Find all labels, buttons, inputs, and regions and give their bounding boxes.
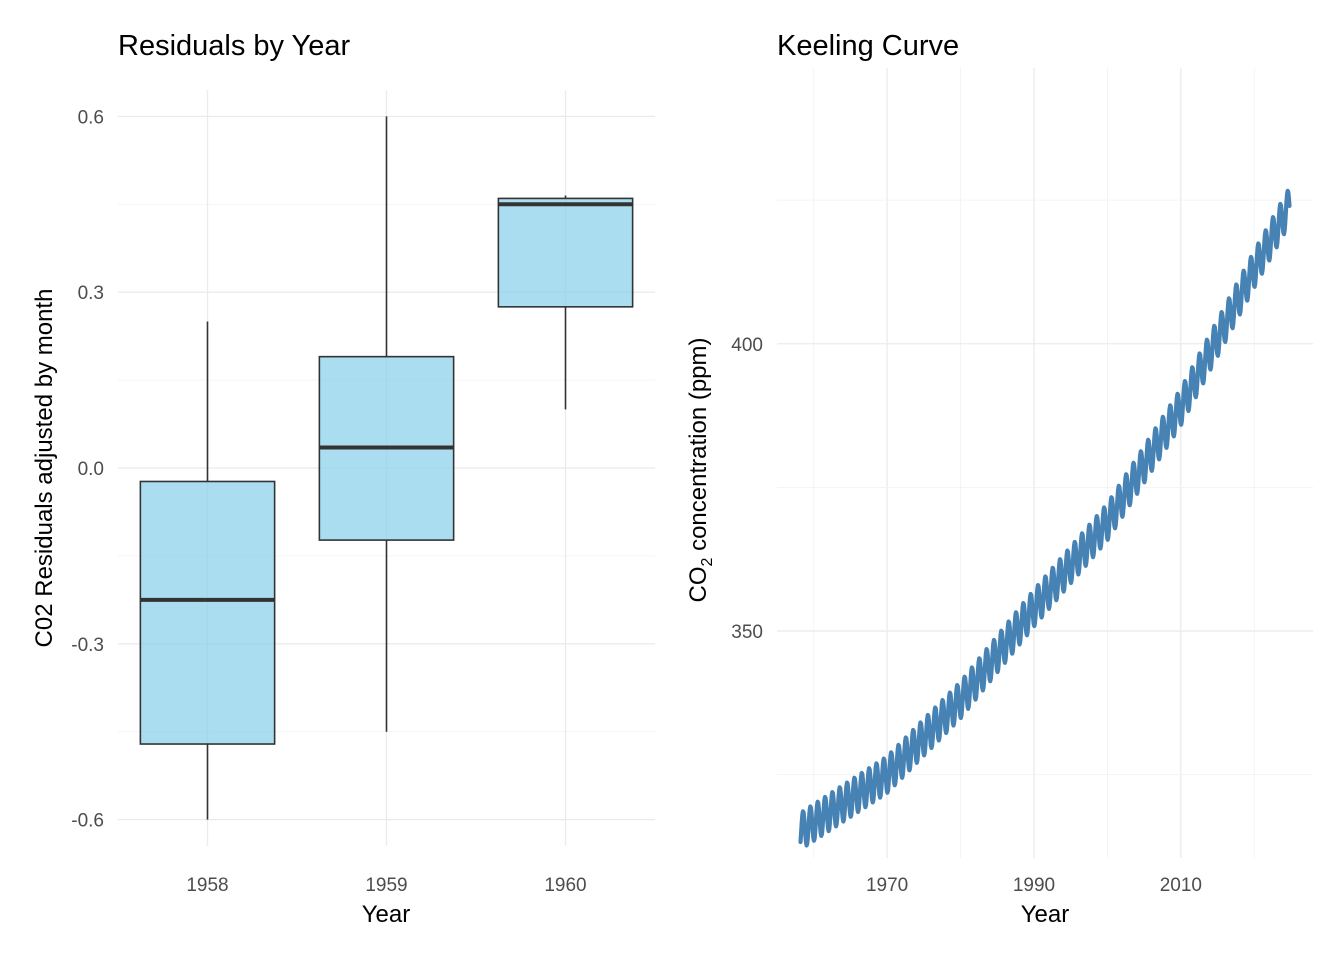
boxplot-y-axis-title: C02 Residuals adjusted by month xyxy=(31,289,58,648)
boxplot-y-tick-labels: -0.6 -0.3 0.0 0.3 0.6 xyxy=(71,107,104,831)
keeling-y-axis-title: CO2 concentration (ppm) xyxy=(685,337,716,602)
keeling-y-tick-labels: 350 400 xyxy=(731,335,763,643)
keeling-y-axis-title-subscript: 2 xyxy=(699,558,716,567)
keeling-x-axis-title: Year xyxy=(1021,901,1070,928)
boxplot-y-tick-label: -0.6 xyxy=(71,811,104,832)
boxplot-box-1959 xyxy=(318,116,455,732)
keeling-series-line xyxy=(798,188,1292,848)
boxplot-panel: -0.6 -0.3 0.0 0.3 0.6 1958 1959 1960 Residuals… xyxy=(31,30,655,928)
boxplot-y-tick-label: 0.0 xyxy=(78,459,104,480)
boxplot-box-body xyxy=(497,197,634,308)
boxplot-boxes xyxy=(139,116,634,820)
boxplot-x-tick-labels: 1958 1959 1960 xyxy=(186,875,586,896)
boxplot-title: Residuals by Year xyxy=(118,30,350,62)
keeling-gridlines xyxy=(777,68,1313,858)
keeling-y-tick-label: 400 xyxy=(731,335,763,356)
keeling-x-tick-label: 1970 xyxy=(866,875,908,896)
boxplot-y-tick-label: 0.3 xyxy=(78,283,104,304)
boxplot-box-body xyxy=(139,480,276,745)
keeling-title: Keeling Curve xyxy=(777,30,959,62)
keeling-x-tick-labels: 1970 1990 2010 xyxy=(866,875,1202,896)
boxplot-x-tick-label: 1960 xyxy=(544,875,586,896)
keeling-panel: 350 400 1970 1990 2010 Keeling Curve Year C… xyxy=(685,30,1313,928)
boxplot-x-tick-label: 1958 xyxy=(186,875,228,896)
boxplot-y-tick-label: 0.6 xyxy=(78,107,104,128)
keeling-x-tick-label: 1990 xyxy=(1013,875,1055,896)
boxplot-y-tick-label: -0.3 xyxy=(71,635,104,656)
boxplot-box-1960 xyxy=(497,195,634,410)
keeling-y-tick-label: 350 xyxy=(731,622,763,643)
keeling-y-axis-title-suffix: concentration (ppm) xyxy=(685,337,712,557)
boxplot-x-tick-label: 1959 xyxy=(365,875,407,896)
boxplot-x-axis-title: Year xyxy=(362,901,411,928)
keeling-x-tick-label: 2010 xyxy=(1160,875,1202,896)
boxplot-box-1958 xyxy=(139,321,276,820)
keeling-y-axis-title-prefix: CO xyxy=(685,567,712,603)
